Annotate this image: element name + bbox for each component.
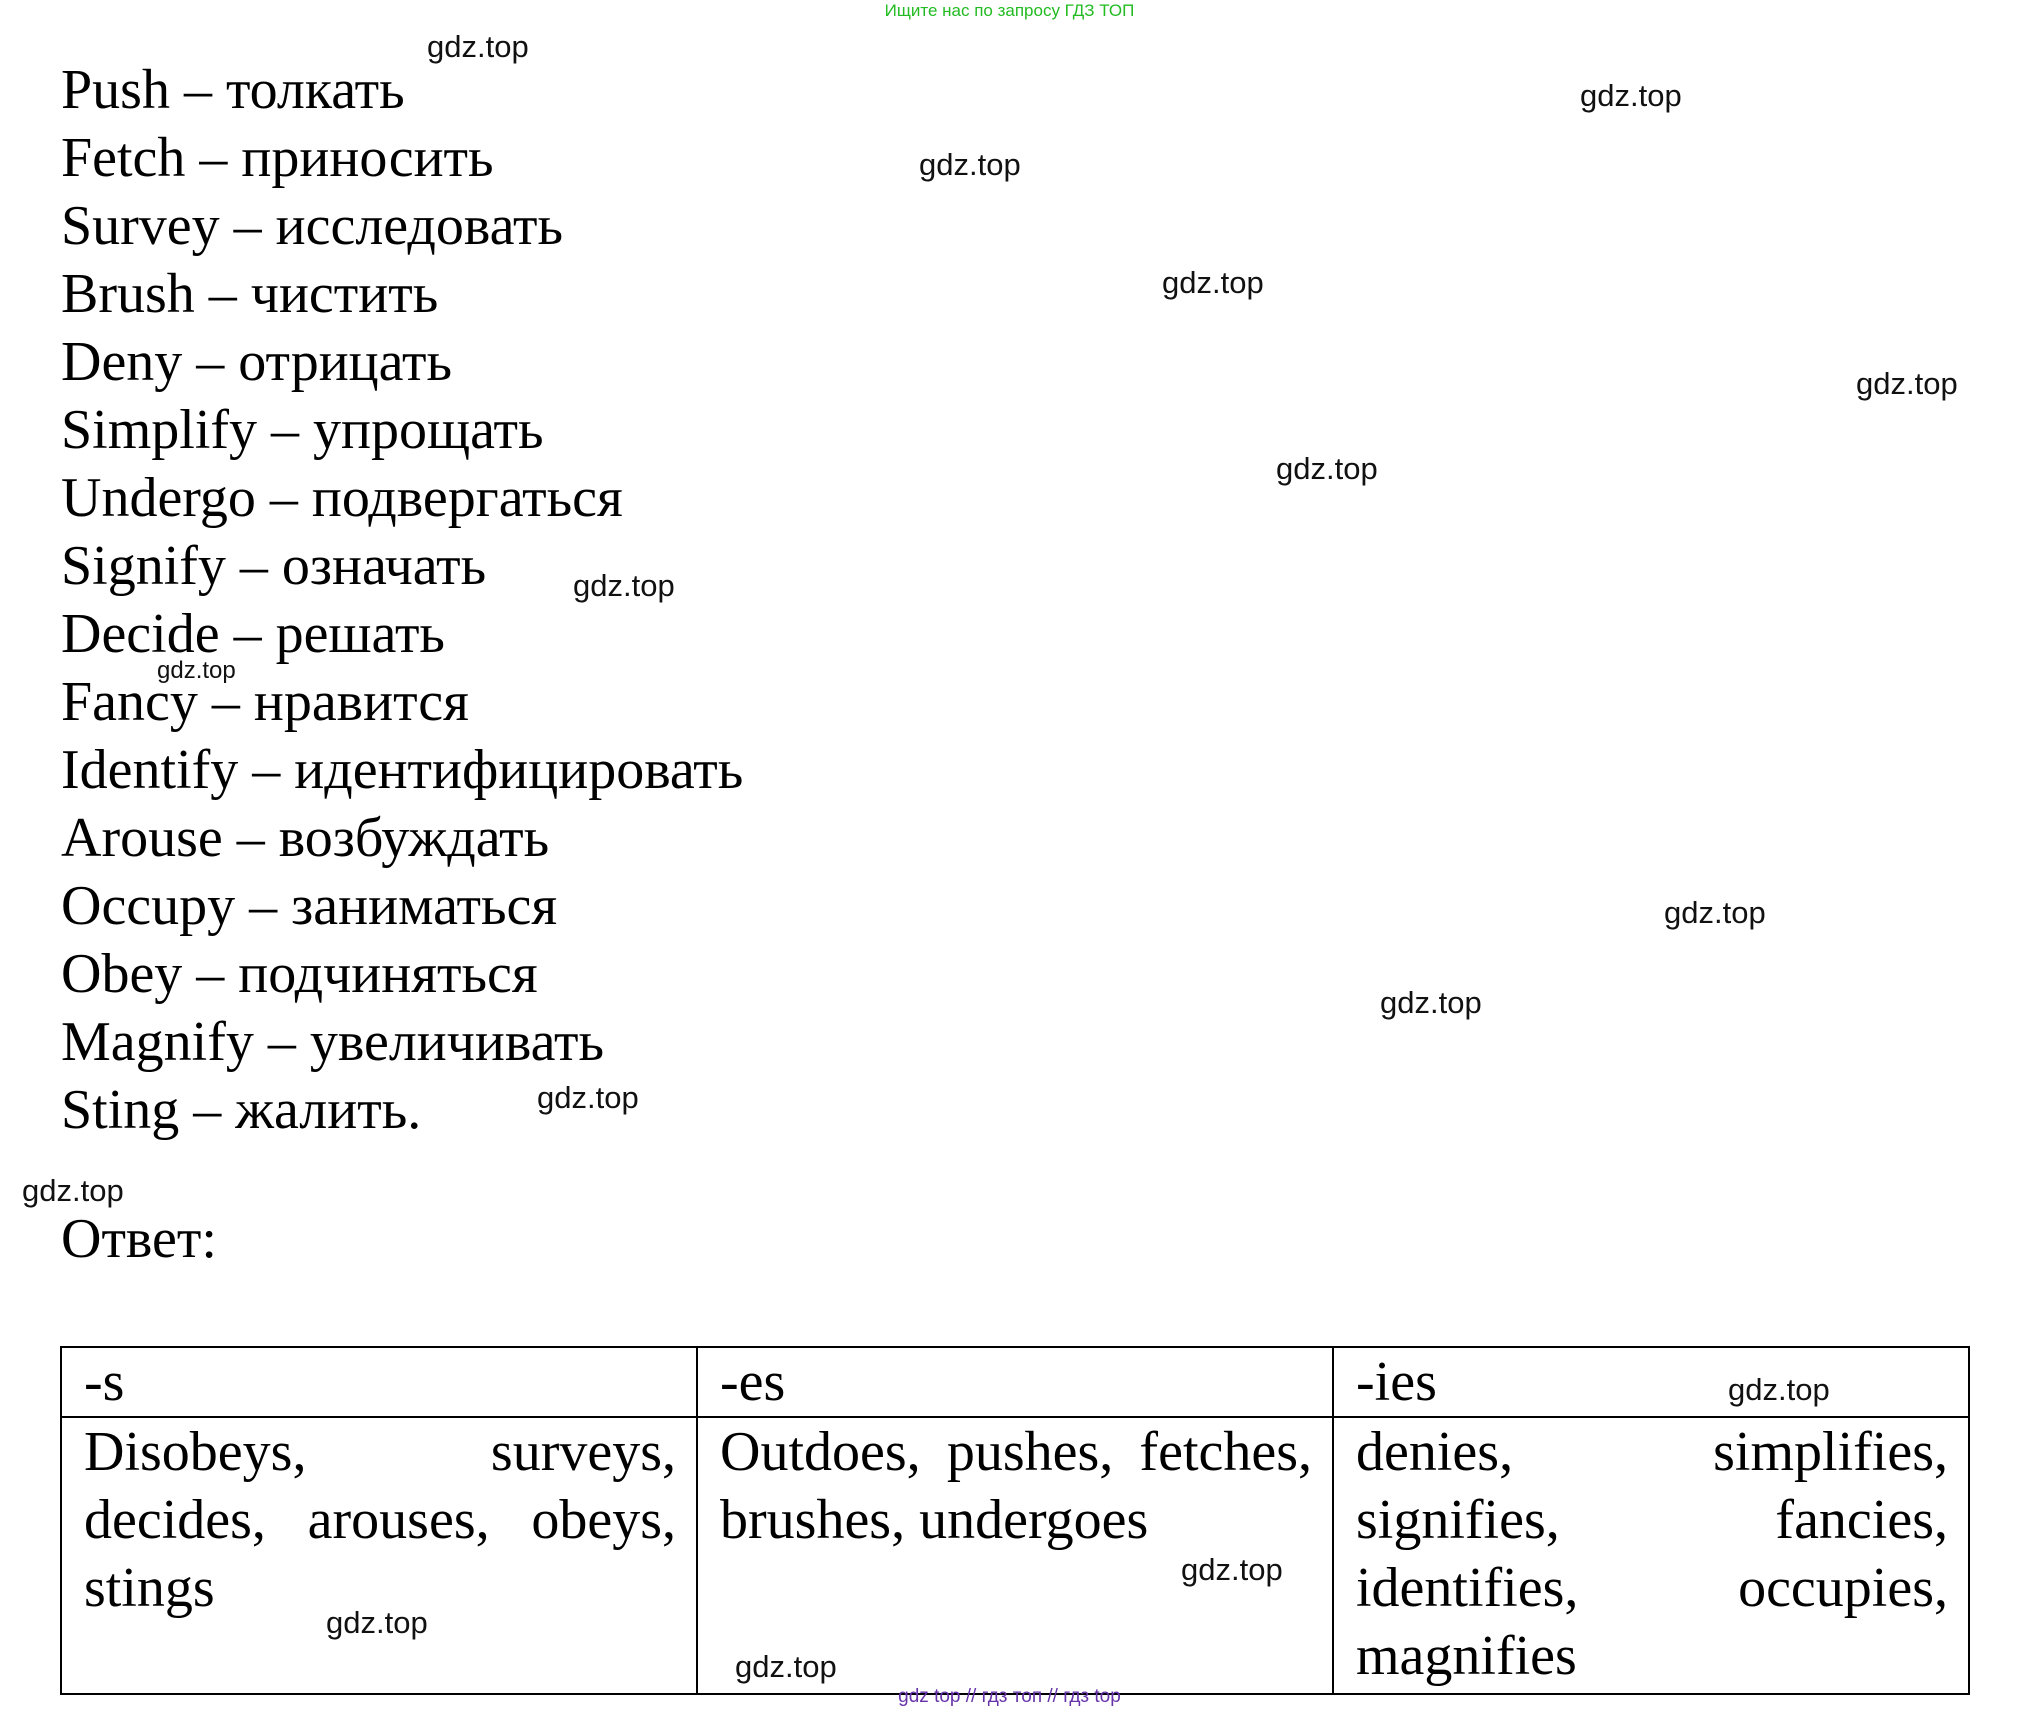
vocab-item-decide: Decide – решать: [61, 603, 445, 665]
watermark: gdz.top: [1276, 451, 1378, 486]
watermark: gdz.top: [157, 657, 236, 684]
table-header-row: -s -es -ies: [60, 1346, 1970, 1418]
table-row: Disobeys, surveys, decides, arouses, obe…: [60, 1416, 1970, 1695]
vocab-item-sting: Sting – жалить.: [61, 1079, 422, 1141]
watermark: gdz.top: [1856, 366, 1958, 401]
footer-links: gdz top // гдз топ // гдз top: [0, 1686, 2019, 1708]
vocab-item-push: Push – толкать: [61, 59, 405, 121]
column-header-es: -es: [696, 1346, 1334, 1418]
column-header-ies: -ies: [1332, 1346, 1970, 1418]
vocab-item-survey: Survey – исследовать: [61, 195, 564, 257]
vocab-item-magnify: Magnify – увеличивать: [61, 1011, 604, 1073]
footer-link-1[interactable]: gdz top: [898, 1686, 961, 1707]
watermark: gdz.top: [326, 1605, 428, 1640]
vocab-item-undergo: Undergo – подвергаться: [61, 467, 623, 529]
vocab-item-simplify: Simplify – упрощать: [61, 399, 544, 461]
footer-separator: //: [1047, 1686, 1058, 1707]
watermark: gdz.top: [573, 568, 675, 603]
watermark: gdz.top: [1162, 265, 1264, 300]
vocab-item-fetch: Fetch – приносить: [61, 127, 494, 189]
top-banner: Ищите нас по запросу ГДЗ ТОП: [884, 1, 1135, 20]
vocab-item-occupy: Occupy – заниматься: [61, 875, 558, 937]
watermark: gdz.top: [1728, 1372, 1830, 1407]
footer-separator: //: [965, 1686, 977, 1707]
answer-label: Ответ:: [61, 1208, 217, 1270]
watermark: gdz.top: [1664, 895, 1766, 930]
cell-s-words: Disobeys, surveys, decides, arouses, obe…: [60, 1416, 698, 1695]
watermark: gdz.top: [1580, 78, 1682, 113]
watermark: gdz.top: [22, 1173, 124, 1208]
watermark: gdz.top: [427, 29, 529, 64]
watermark: gdz.top: [735, 1649, 837, 1684]
cell-es-words: Outdoes, pushes, fetches, brushes, under…: [696, 1416, 1334, 1695]
vocab-item-arouse: Arouse – возбуждать: [61, 807, 550, 869]
cell-ies-words: denies, simplifies, signifies, fancies, …: [1332, 1416, 1970, 1695]
footer-link-2[interactable]: гдз топ: [981, 1686, 1043, 1707]
watermark: gdz.top: [919, 147, 1021, 182]
watermark: gdz.top: [537, 1080, 639, 1115]
vocab-item-brush: Brush – чистить: [61, 263, 439, 325]
column-header-s: -s: [60, 1346, 698, 1418]
answer-table: -s -es -ies Disobeys, surveys, decides, …: [60, 1346, 1970, 1695]
vocab-item-identify: Identify – идентифицировать: [61, 739, 744, 801]
vocab-item-obey: Obey – подчиняться: [61, 943, 538, 1005]
vocab-item-signify: Signify – означать: [61, 535, 487, 597]
vocab-item-fancy: Fancy – нравится: [61, 671, 469, 733]
footer-link-3[interactable]: гдз top: [1063, 1686, 1121, 1707]
watermark: gdz.top: [1181, 1552, 1283, 1587]
vocabulary-list: Push – толкать Fetch – приносить Survey …: [61, 56, 743, 1144]
watermark: gdz.top: [1380, 985, 1482, 1020]
vocab-item-deny: Deny – отрицать: [61, 331, 453, 393]
